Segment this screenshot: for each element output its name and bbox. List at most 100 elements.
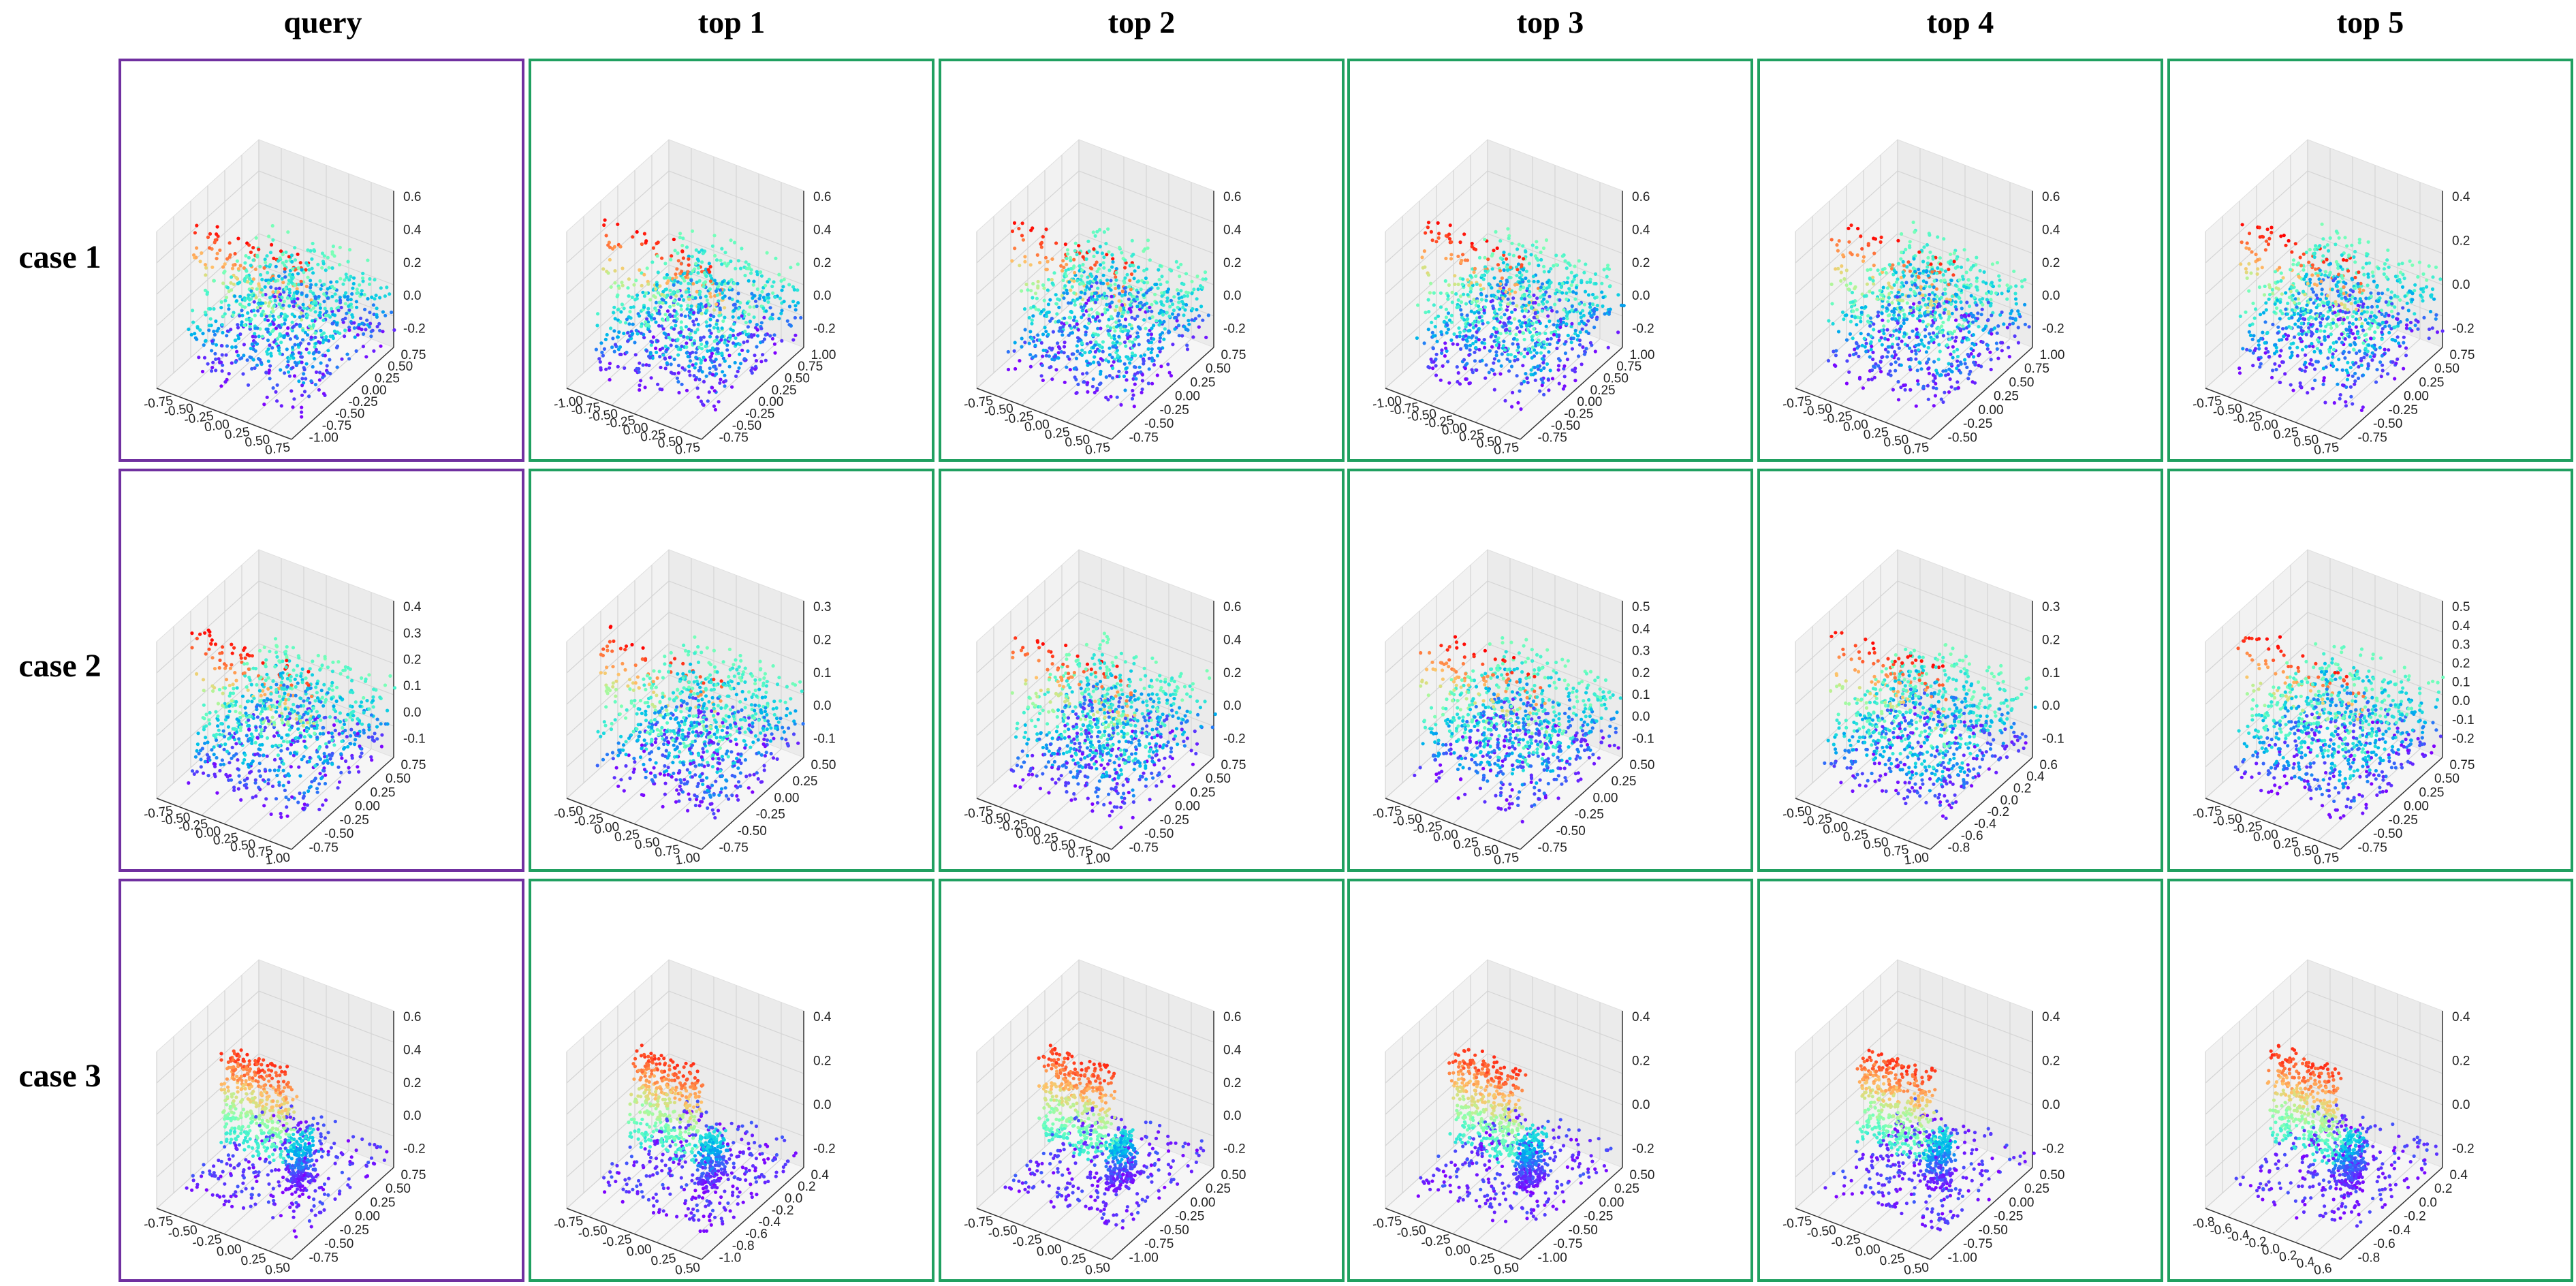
z-tick-label: 0.6 — [1223, 600, 1241, 614]
column-header-top-4: top 4 — [1926, 5, 1994, 40]
x-tick-label: 0.75 — [674, 440, 702, 458]
z-tick-label: 0.4 — [1632, 622, 1650, 636]
scatter3d-plot: -0.8-0.6-0.4-0.20.00.20.40.6-0.8-0.6-0.4… — [2192, 958, 2475, 1278]
z-tick-labels: -0.2 0.0 0.2 0.4 0.6 — [813, 190, 836, 336]
point-cloud — [1003, 1044, 1206, 1230]
y-tick-label: -0.50 — [732, 419, 761, 433]
z-tick-labels: -0.2 0.0 0.2 0.4 0.6 — [1223, 1010, 1246, 1156]
x-tick-label: 0.25 — [1033, 830, 1060, 848]
y-tick-label: 0.25 — [772, 383, 797, 398]
axis-lines — [1385, 191, 1623, 440]
x-tick-label: 0.25 — [213, 830, 240, 848]
y-tick-label: 0.00 — [1175, 390, 1200, 404]
axis-lines — [2205, 601, 2443, 850]
y-tick-label: -0.75 — [1538, 841, 1567, 855]
z-tick-label: 0.2 — [403, 256, 421, 270]
x-tick-label: 0.25 — [614, 828, 641, 845]
point-cloud — [595, 625, 805, 820]
z-tick-label: -0.2 — [1223, 1142, 1246, 1156]
x-tick-labels: -0.8-0.6-0.4-0.20.00.20.40.6 — [2192, 1214, 2333, 1278]
grid-lines — [1385, 960, 1623, 1260]
z-tick-label: 0.0 — [1223, 699, 1241, 713]
x-tick-label: 0.00 — [1441, 420, 1468, 438]
y-tick-label: 0.50 — [1206, 362, 1231, 376]
x-tick-label: 0.50 — [1862, 835, 1889, 853]
z-tick-label: 0.4 — [403, 1044, 422, 1058]
scatter3d-panel-case-2-top-4: -0.50 -0.25 0.00 0.25 0.50 0.75 1.00 -0.8 -0.6 -0… — [1757, 469, 2163, 872]
z-tick-label: 0.0 — [2452, 278, 2470, 292]
y-tick-labels: -1.00-0.75-0.50-0.250.000.250.50 — [1948, 1168, 2065, 1266]
z-tick-labels: -0.2 0.0 0.2 0.4 0.6 — [1632, 190, 1654, 336]
z-tick-label: 0.2 — [1632, 256, 1650, 270]
x-tick-labels: -0.50-0.250.000.250.500.751.00 — [553, 804, 702, 868]
z-tick-label: -0.2 — [1223, 322, 1246, 336]
scatter3d-plot: -0.75-0.50-0.250.000.250.50-1.00-0.75-0.… — [963, 958, 1246, 1278]
y-tick-label: 0.00 — [774, 791, 800, 805]
x-tick-labels: -0.75-0.50-0.250.000.250.500.75 — [2192, 394, 2340, 458]
x-tick-labels: -0.75-0.50-0.250.000.250.500.75 — [1782, 394, 1930, 458]
x-tick-label: 0.0 — [2261, 1242, 2281, 1258]
x-tick-label: 0.00 — [1822, 819, 1849, 837]
row-header-case-1: case 1 — [18, 239, 101, 275]
z-tick-label: 0.3 — [2042, 600, 2060, 614]
y-tick-label: 0.50 — [1630, 1168, 1655, 1182]
z-tick-label: -0.2 — [2042, 322, 2064, 336]
x-tick-label: 0.75 — [2313, 440, 2340, 458]
z-tick-label: 0.4 — [1223, 633, 1242, 648]
scatter3d-panel-case-1-top-2: -0.75 -0.50 -0.25 0.00 0.25 0.50 0.75 -0.75 -0.5… — [939, 59, 1345, 462]
y-tick-label: 0.4 — [2450, 1168, 2468, 1182]
y-tick-labels: -1.00-0.75-0.50-0.250.000.250.50 — [1538, 1168, 1655, 1266]
z-tick-label: 0.1 — [1632, 688, 1650, 702]
x-tick-labels: -0.75-0.50-0.250.000.250.500.75 — [2192, 804, 2340, 868]
x-tick-label: 0.50 — [1473, 843, 1500, 860]
z-tick-label: 0.6 — [403, 190, 421, 204]
y-tick-label: 0.75 — [401, 348, 426, 362]
axis-lines — [976, 191, 1214, 440]
y-tick-label: -0.6 — [2373, 1237, 2396, 1251]
y-tick-label: -0.4 — [758, 1215, 781, 1229]
z-tick-label: 0.6 — [1223, 190, 1241, 204]
y-tick-label: -1.00 — [1538, 1251, 1567, 1265]
x-tick-label: 0.50 — [2293, 433, 2320, 450]
y-tick-label: 0.00 — [1175, 800, 1200, 814]
z-tick-label: 0.4 — [813, 223, 832, 238]
x-tick-label: 0.00 — [2252, 418, 2280, 435]
y-tick-label: 0.25 — [2024, 1182, 2049, 1196]
y-tick-label: 0.50 — [2009, 375, 2035, 390]
point-cloud — [185, 1048, 389, 1239]
y-tick-label: 0.00 — [1577, 395, 1602, 409]
y-tick-labels: -0.75 -0.50 -0.25 0.00 0.25 0.50 — [1538, 758, 1655, 856]
x-tick-label: 0.2 — [2278, 1248, 2298, 1264]
z-tick-label: 0.2 — [1223, 666, 1241, 680]
x-tick-label: 0.50 — [674, 1260, 702, 1278]
y-tick-label: 0.00 — [1979, 403, 2004, 418]
x-tick-label: 0.75 — [1067, 844, 1094, 862]
z-tick-labels: -0.2 0.0 0.2 0.4 — [2042, 1010, 2064, 1156]
y-tick-label: 0.00 — [1599, 1195, 1624, 1210]
y-tick-labels: -0.75-0.50-0.250.000.250.500.75 — [2358, 348, 2475, 445]
z-tick-label: -0.2 — [813, 322, 836, 336]
scatter3d-panel-case-3-top-4: -0.75 -0.50 -0.25 0.00 0.25 0.50 -1.00 -0.75 -0.… — [1757, 879, 2163, 1282]
y-tick-labels: -0.75-0.50-0.250.000.250.500.75 — [1129, 758, 1246, 856]
z-tick-label: 0.0 — [1223, 289, 1241, 303]
y-tick-label: -0.75 — [1144, 1237, 1174, 1251]
x-tick-label: 0.50 — [264, 1260, 292, 1278]
z-tick-label: 0.4 — [2042, 1010, 2060, 1024]
z-tick-label: 0.4 — [403, 223, 422, 238]
point-cloud — [1416, 1048, 1613, 1223]
y-tick-label: 0.6 — [2040, 758, 2058, 772]
y-tick-label: -0.75 — [1553, 1237, 1582, 1251]
point-cloud — [187, 223, 396, 419]
x-tick-label: 1.00 — [1084, 850, 1112, 868]
x-tick-label: 0.00 — [626, 1242, 653, 1259]
y-tick-label: -0.50 — [1556, 824, 1586, 838]
scatter3d-plot: -0.50-0.250.000.250.500.751.00-0.75-0.50… — [553, 548, 836, 868]
x-tick-label: 0.25 — [2272, 835, 2299, 853]
x-tick-label: 0.50 — [2293, 843, 2320, 860]
x-tick-label: 0.75 — [1883, 843, 1910, 860]
y-tick-label: 0.25 — [2419, 375, 2445, 390]
y-tick-label: -0.25 — [1584, 1210, 1613, 1224]
axis-lines — [1795, 191, 2033, 440]
x-tick-label: 0.75 — [1493, 850, 1520, 868]
y-tick-label: 0.4 — [811, 1168, 830, 1182]
